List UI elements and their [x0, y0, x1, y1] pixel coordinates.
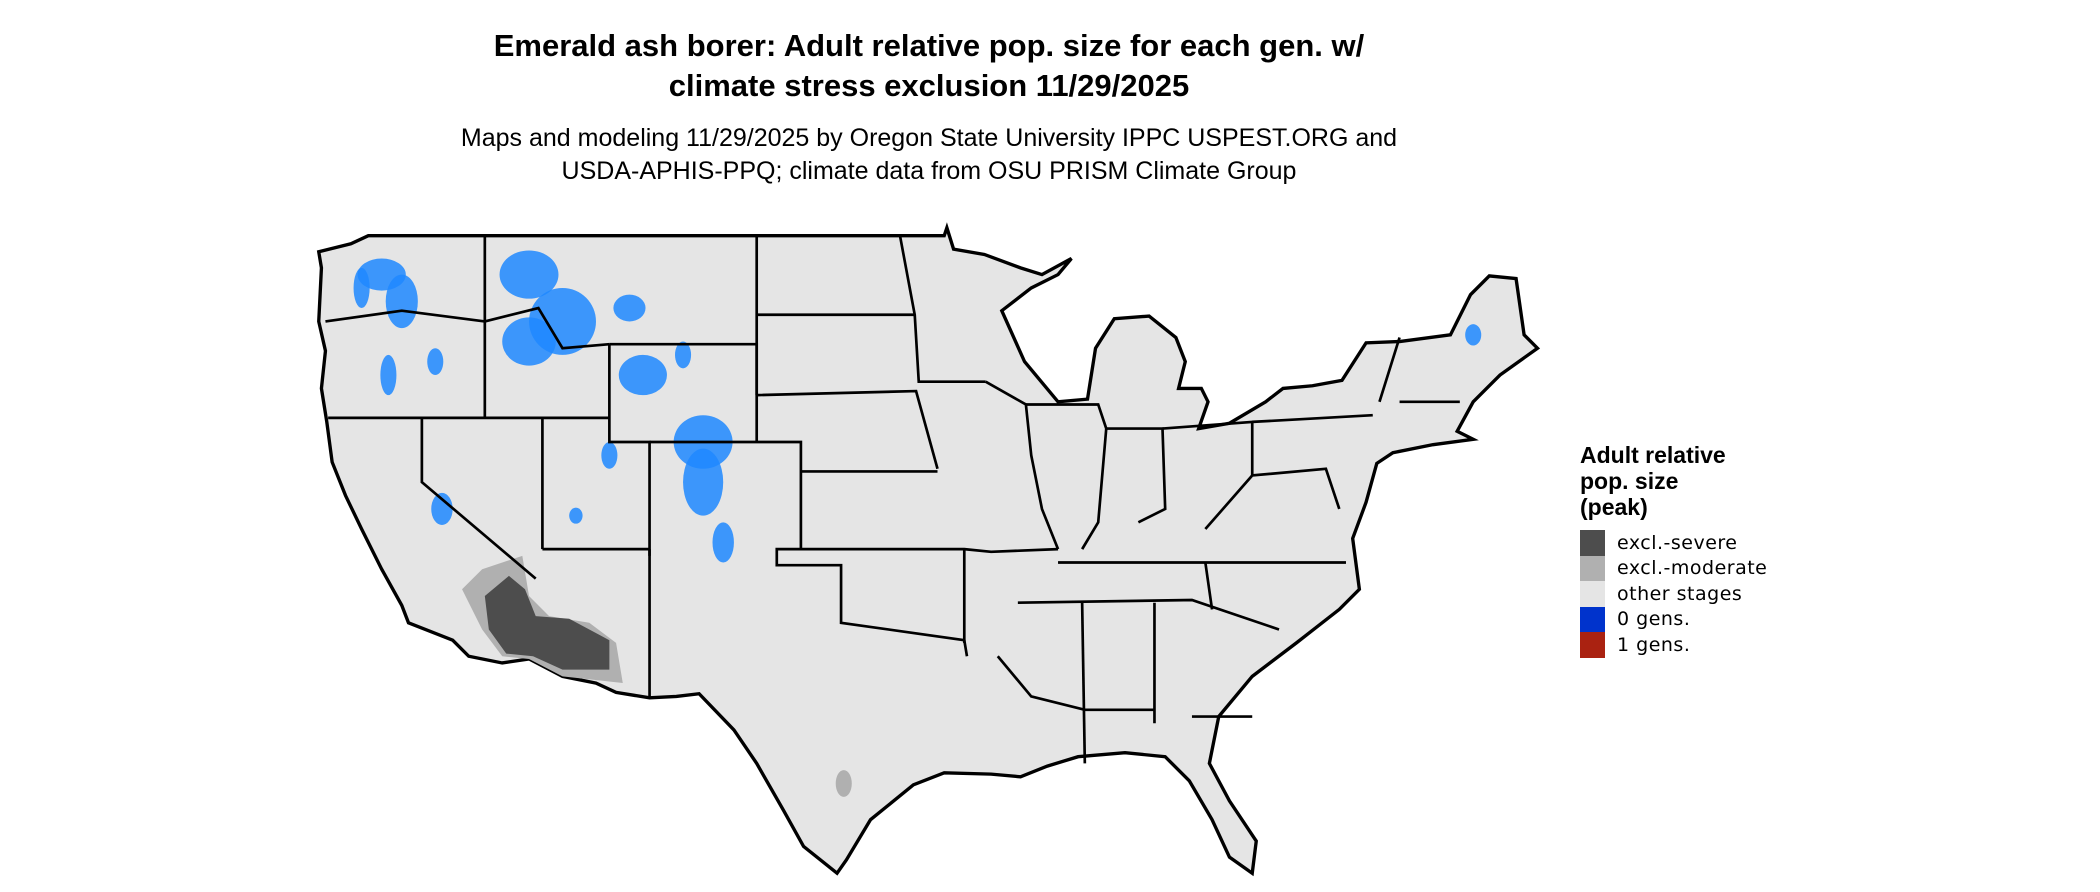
state-boundary [800, 547, 1059, 554]
zero-gens-patch [353, 267, 370, 309]
zero-gens-patch [712, 522, 734, 563]
state-boundary [325, 309, 485, 323]
legend-label: excl.-severe [1617, 531, 1738, 554]
state-boundary [484, 306, 610, 350]
legend-label: 0 gens. [1617, 608, 1691, 631]
legend-swatch [1580, 606, 1605, 632]
map-title-line-2: climate stress exclusion 11/29/2025 [668, 68, 1190, 103]
zero-gens-patch [601, 441, 618, 469]
legend-item-0-gens: 0 gens. [1580, 606, 1800, 632]
zero-gens-patch [499, 250, 559, 299]
legend-title-line: pop. size [1580, 468, 1679, 494]
legend-item-other-stages: other stages [1580, 581, 1800, 607]
zero-gens-patch [569, 507, 583, 524]
state-boundary [608, 344, 651, 556]
map-subtitle-line-2: USDA-APHIS-PPQ; climate data from OSU PR… [561, 157, 1297, 185]
state-boundary [420, 417, 537, 580]
legend: Adult relative pop. size (peak) excl.-se… [1580, 442, 1800, 658]
map-title-line-1: Emerald ash borer: Adult relative pop. s… [493, 28, 1365, 63]
map-subtitle-line-1: Maps and modeling 11/29/2025 by Oregon S… [460, 124, 1398, 152]
legend-swatch [1580, 632, 1605, 658]
legend-title: Adult relative pop. size (peak) [1580, 442, 1800, 520]
exclusion-areas [462, 555, 852, 797]
legend-item-excl-severe: excl.-severe [1580, 530, 1800, 556]
zero-gens-patch [502, 317, 556, 366]
legend-item-1-gens: 1 gens. [1580, 632, 1800, 658]
state-boundary [985, 380, 1060, 550]
state-boundary [1080, 602, 1087, 764]
legend-swatch [1580, 530, 1605, 556]
legend-title-line: (peak) [1580, 494, 1648, 520]
zero-gens-patch [380, 354, 397, 396]
state-boundary [1204, 467, 1341, 530]
zero-gens-patch [683, 448, 724, 516]
state-boundaries [325, 235, 1460, 764]
zero-gens-patch [1465, 324, 1482, 346]
legend-label: excl.-moderate [1617, 557, 1768, 580]
state-boundary [1252, 413, 1373, 424]
excl-moderate-area [835, 770, 852, 797]
zero-gens-patch [618, 354, 667, 396]
legend-label: other stages [1617, 582, 1743, 605]
excl-severe-area [484, 575, 610, 670]
legend-swatch [1580, 581, 1605, 607]
legend-label: 1 gens. [1617, 633, 1691, 656]
legend-swatch [1580, 555, 1605, 581]
zero-gens-patch [675, 341, 692, 369]
state-boundary [996, 655, 1155, 712]
state-boundary [1106, 427, 1167, 524]
state-boundary [1204, 562, 1214, 610]
zero-gens-patch [613, 294, 646, 322]
state-boundary [756, 389, 939, 470]
state-boundary [898, 235, 986, 384]
zero-gens-patch [427, 348, 444, 376]
zero-gens-patch [431, 492, 453, 526]
zero-gens-patch [385, 274, 418, 329]
legend-item-excl-moderate: excl.-moderate [1580, 555, 1800, 581]
state-boundary [1017, 598, 1280, 631]
legend-title-line: Adult relative [1580, 442, 1726, 468]
state-boundary [1378, 337, 1401, 403]
state-boundary [649, 440, 969, 657]
